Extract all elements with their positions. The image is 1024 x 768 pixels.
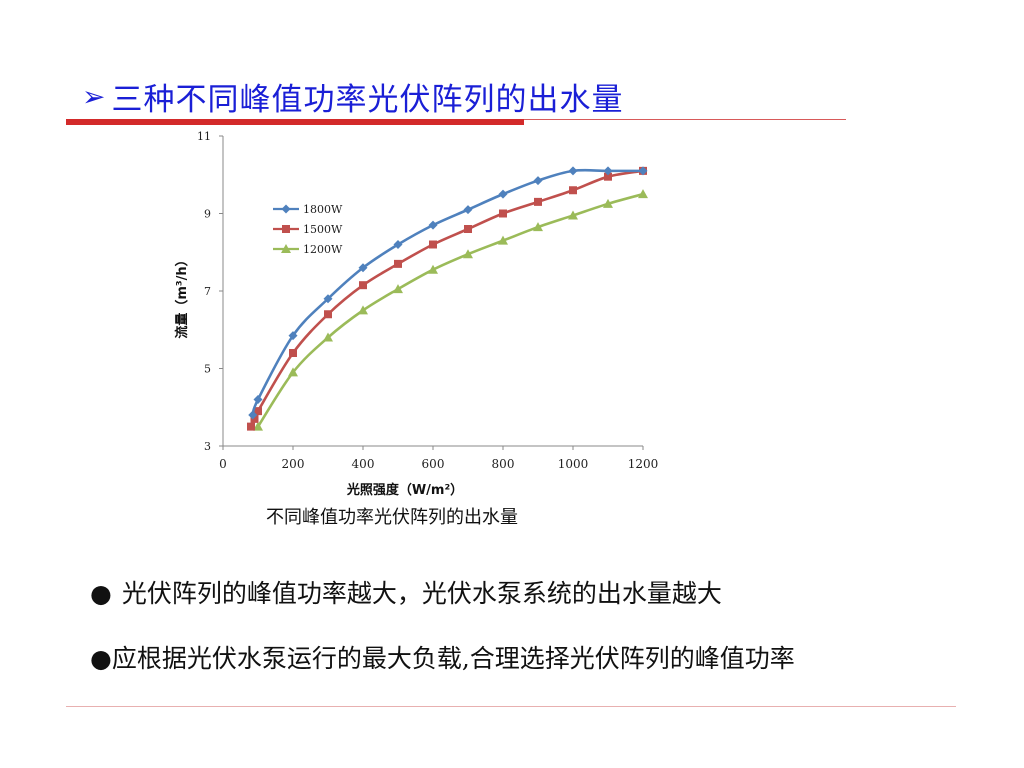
x-tick-label: 600 <box>422 457 445 471</box>
legend-label: 1500W <box>303 223 343 236</box>
title-underline-thin <box>524 119 846 120</box>
bullet-dot-icon: ● <box>90 644 112 673</box>
chart-caption: 不同峰值功率光伏阵列的出水量 <box>266 507 518 528</box>
legend-label: 1800W <box>303 203 343 216</box>
data-point-1800w <box>428 220 438 230</box>
bullet-text: 应根据光伏水泵运行的最大负载,合理选择光伏阵列的峰值功率 <box>111 644 795 673</box>
data-point-1200w <box>463 249 473 259</box>
data-point-1500w <box>604 172 612 181</box>
data-point-1200w <box>533 222 543 232</box>
data-point-1800w <box>358 263 368 273</box>
bullet-dot-icon: ● <box>90 579 112 608</box>
y-tick-label: 5 <box>204 363 211 376</box>
data-point-1500w <box>569 186 577 195</box>
slide-title: ➢ 三种不同峰值功率光伏阵列的出水量 <box>82 74 623 118</box>
x-axis-label: 光照强度（W/m²） <box>346 482 463 498</box>
data-point-1500w <box>499 209 507 218</box>
data-point-1800w <box>323 294 333 304</box>
data-point-1200w <box>638 189 648 199</box>
x-tick-label: 1200 <box>628 457 659 471</box>
x-tick-label: 0 <box>219 457 227 471</box>
data-point-1800w <box>248 410 258 420</box>
data-point-1200w <box>498 235 508 245</box>
flow-chart: 3 5 7 9 11 0 200 400 600 800 1000 1200 光照强度（W/m²） 流量（… <box>174 130 659 498</box>
data-point-1500w <box>429 240 437 249</box>
bullet-text: 光伏阵列的峰值功率越大，光伏水泵系统的出水量越大 <box>121 579 722 608</box>
data-point-1800w <box>568 166 578 176</box>
legend-marker <box>282 225 290 233</box>
data-point-1800w <box>638 166 648 176</box>
data-point-1200w <box>253 421 263 431</box>
chart-container: 3 5 7 9 11 0 200 400 600 800 1000 1200 光照强度（W/m²） 流量（… <box>160 126 680 498</box>
x-tick-label: 800 <box>492 457 515 471</box>
bullet-item-1: ● 光伏阵列的峰值功率越大，光伏水泵系统的出水量越大 <box>90 574 722 610</box>
title-underline-red <box>66 119 524 125</box>
data-point-1800w <box>463 205 473 215</box>
data-point-1200w <box>288 367 298 377</box>
y-tick-label: 11 <box>197 130 211 143</box>
title-text: 三种不同峰值功率光伏阵列的出水量 <box>111 81 624 118</box>
y-axis-label: 流量（m³/h） <box>174 253 190 338</box>
data-point-1800w <box>393 240 403 249</box>
data-point-1500w <box>394 259 402 268</box>
arrow-bullet-icon: ➢ <box>82 79 106 113</box>
data-point-1500w <box>359 281 367 290</box>
data-point-1800w <box>533 176 543 186</box>
data-point-1500w <box>254 407 262 416</box>
data-point-1800w <box>498 189 508 199</box>
data-point-1500w <box>324 310 332 319</box>
data-point-1800w <box>253 395 263 404</box>
data-point-1500w <box>534 197 542 206</box>
data-point-1500w <box>247 422 255 431</box>
data-point-1500w <box>250 414 259 423</box>
data-point-1500w <box>289 349 297 357</box>
y-tick-label: 9 <box>204 208 211 221</box>
data-point-1200w <box>358 305 368 315</box>
data-point-1800w <box>603 166 613 176</box>
x-tick-label: 200 <box>282 457 305 471</box>
data-point-1500w <box>464 225 472 233</box>
data-point-1800w <box>288 331 298 341</box>
data-point-1200w <box>323 332 333 342</box>
footer-divider <box>66 706 956 707</box>
legend-marker <box>281 244 291 253</box>
bullet-item-2: ●应根据光伏水泵运行的最大负载,合理选择光伏阵列的峰值功率 <box>90 640 970 678</box>
data-point-1200w <box>428 264 438 274</box>
legend-marker <box>281 204 291 214</box>
y-tick-label: 7 <box>204 285 211 298</box>
x-tick-label: 1000 <box>558 457 589 471</box>
y-tick-label: 3 <box>204 440 211 453</box>
legend-label: 1200W <box>303 243 343 256</box>
data-point-1200w <box>393 284 403 294</box>
data-point-1200w <box>603 198 613 208</box>
x-tick-label: 400 <box>352 457 375 471</box>
data-point-1200w <box>568 210 578 220</box>
